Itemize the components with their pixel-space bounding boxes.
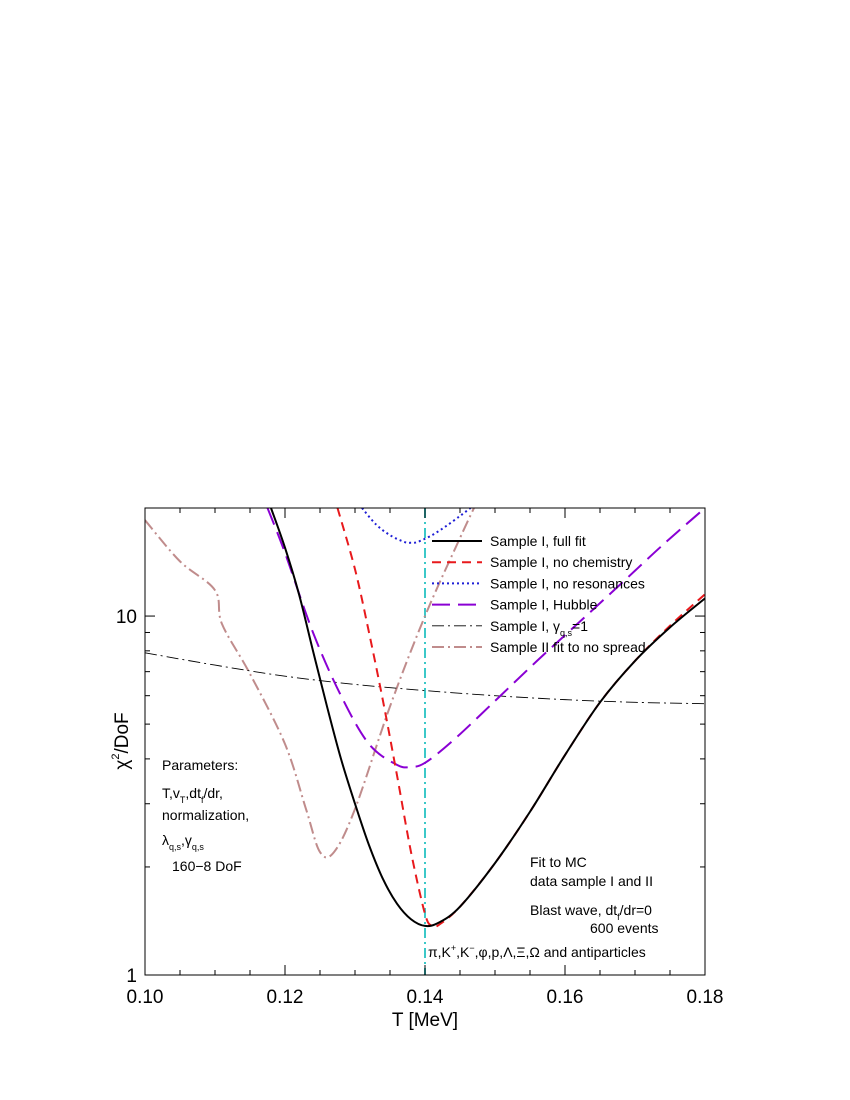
particles-line: π,K+,K−,φ,p,Λ,Ξ,Ω and antiparticles xyxy=(428,943,646,960)
tick-labels: 0.10 0.12 0.14 0.16 0.18 1 10 xyxy=(116,607,724,1008)
y-tick-label: 1 xyxy=(126,966,137,987)
legend-label: Sample II fit to no spread xyxy=(490,639,646,655)
y-axis-label: χ2/DoF xyxy=(110,712,133,769)
parameters-line1: T,vT,dtf/dr, xyxy=(162,785,223,805)
series-line-2 xyxy=(336,508,705,929)
fit-line2: data sample I and II xyxy=(530,873,653,889)
series-line-4 xyxy=(266,508,705,769)
legend-label: Sample I, γq,s=1 xyxy=(490,618,588,638)
legend: Sample I, full fit Sample I, no chemistry… xyxy=(432,533,646,655)
plot-area xyxy=(145,508,705,975)
x-tick-label: 0.10 xyxy=(127,987,164,1008)
series-line-5 xyxy=(145,652,705,705)
legend-label: Sample I, no chemistry xyxy=(490,554,632,570)
x-tick-label: 0.16 xyxy=(547,987,584,1008)
x-tick-label: 0.14 xyxy=(407,987,444,1008)
fit-line4: 600 events xyxy=(590,920,659,936)
axis-ticks xyxy=(144,507,706,976)
x-tick-label: 0.12 xyxy=(267,987,304,1008)
parameters-line2: normalization, xyxy=(162,807,249,823)
legend-label: Sample I, full fit xyxy=(490,533,586,549)
fit-annotation: Fit to MC data sample I and II Blast wav… xyxy=(428,854,659,960)
series-line-1 xyxy=(270,508,705,928)
series-line-3 xyxy=(361,508,472,544)
parameters-line3: λq,s,γq,s xyxy=(162,832,204,852)
fit-line3: Blast wave, dtf/dr=0 xyxy=(530,902,652,922)
y-tick-label: 10 xyxy=(116,607,137,628)
legend-label: Sample I, Hubble xyxy=(490,597,598,613)
x-tick-label: 0.18 xyxy=(687,987,724,1008)
legend-label: Sample I, no resonances xyxy=(490,575,645,591)
fit-line1: Fit to MC xyxy=(530,854,587,870)
x-axis-label: T [MeV] xyxy=(392,1010,458,1031)
parameters-title: Parameters: xyxy=(162,757,238,773)
parameters-line4: 160−8 DoF xyxy=(172,858,242,874)
series-line-6 xyxy=(145,508,475,859)
parameters-annotation: Parameters: T,vT,dtf/dr, normalization, … xyxy=(162,757,249,874)
